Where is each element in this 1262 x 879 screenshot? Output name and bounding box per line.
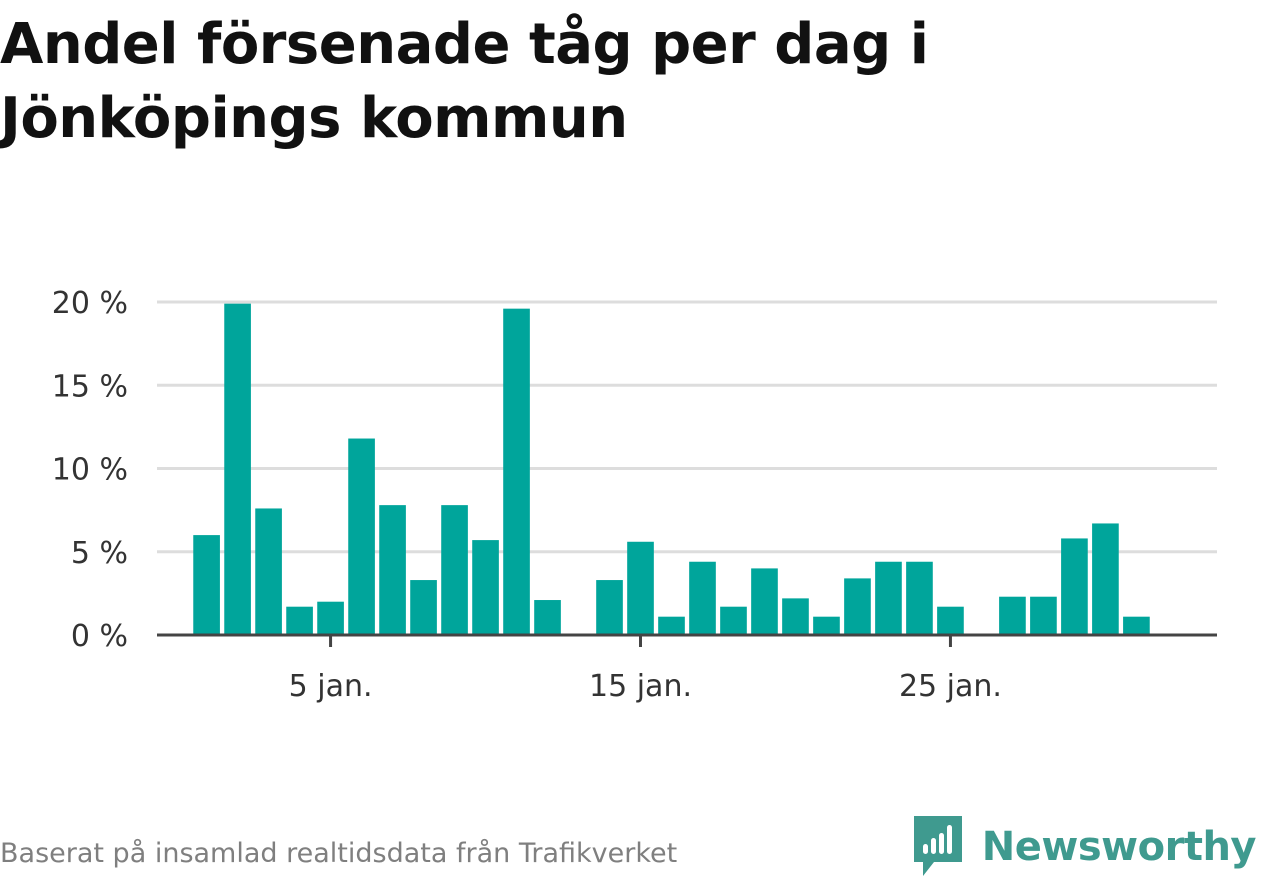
brand-logo: Newsworthy xyxy=(913,816,1257,878)
bar xyxy=(534,600,561,635)
bar xyxy=(379,505,406,635)
bar xyxy=(782,598,809,635)
bar xyxy=(1092,523,1119,635)
y-tick-label: 10 % xyxy=(52,453,128,488)
bar xyxy=(813,616,840,635)
bar xyxy=(658,616,685,635)
bar xyxy=(906,561,933,635)
bar xyxy=(720,606,747,635)
bar xyxy=(1061,538,1088,635)
bar xyxy=(224,303,251,635)
bar xyxy=(999,596,1026,635)
bar xyxy=(317,601,344,635)
bar xyxy=(255,508,282,635)
x-tick-label: 15 jan. xyxy=(589,669,692,704)
y-tick-label: 5 % xyxy=(71,536,128,571)
axes xyxy=(157,633,1217,647)
y-tick-label: 15 % xyxy=(52,369,128,404)
bars xyxy=(193,303,1150,635)
bar xyxy=(348,438,375,635)
bar xyxy=(286,606,313,635)
bar xyxy=(689,561,716,635)
bar xyxy=(410,580,437,635)
bar xyxy=(1030,596,1057,635)
bar xyxy=(503,308,530,635)
gridlines xyxy=(157,300,1217,554)
x-tick-label: 5 jan. xyxy=(289,669,373,704)
source-note: Baserat på insamlad realtidsdata från Tr… xyxy=(0,838,678,869)
bar xyxy=(751,568,778,635)
tick-labels: 0 % 5 % 10 % 15 % 20 % 5 jan. 15 jan. 25 jan. xyxy=(52,286,1002,704)
bar xyxy=(937,606,964,635)
bar xyxy=(596,580,623,635)
bar xyxy=(1123,616,1150,635)
x-tick-label: 25 jan. xyxy=(899,669,1002,704)
y-tick-label: 0 % xyxy=(71,619,128,654)
brand-name: Newsworthy xyxy=(981,824,1257,870)
bar xyxy=(472,540,499,635)
newsworthy-logo-icon xyxy=(913,816,962,876)
bar xyxy=(441,505,468,635)
chart-title: Andel försenade tåg per dag i Jönköpings… xyxy=(0,12,929,151)
bar xyxy=(875,561,902,635)
bar xyxy=(844,578,871,635)
bar xyxy=(193,535,220,635)
bar xyxy=(627,541,654,635)
y-tick-label: 20 % xyxy=(52,286,128,321)
